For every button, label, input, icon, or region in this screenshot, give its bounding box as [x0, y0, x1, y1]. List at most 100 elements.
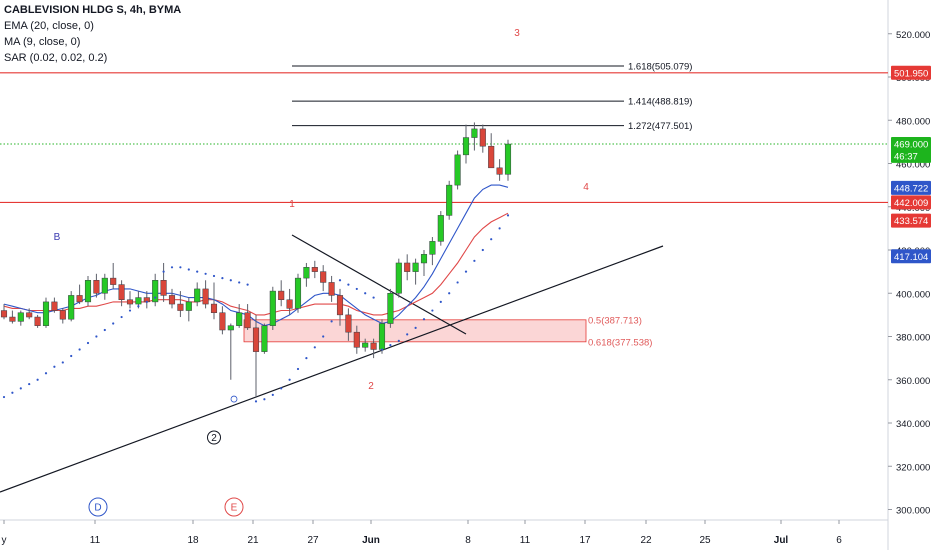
candle[interactable]: [219, 306, 226, 335]
price-badge[interactable]: 417.104: [891, 249, 931, 264]
candle[interactable]: [51, 297, 58, 313]
candle-body: [504, 143, 512, 175]
candle[interactable]: [269, 286, 276, 331]
sar-dot: [95, 335, 98, 338]
legend-ma[interactable]: MA (9, close, 0): [4, 36, 81, 48]
price-badge[interactable]: 448.722: [891, 180, 931, 195]
candle[interactable]: [429, 237, 436, 266]
candle[interactable]: [177, 291, 184, 318]
price-badge[interactable]: 501.950: [891, 65, 931, 80]
candle[interactable]: [118, 280, 125, 307]
candle[interactable]: [34, 314, 41, 328]
price-axis: 300.000 320.000 340.000 360.000 380.000 400.0…: [888, 30, 931, 517]
candle[interactable]: [152, 273, 159, 307]
candle-body: [160, 280, 167, 296]
sar-dot: [355, 287, 358, 291]
price-badge[interactable]: 46:37: [891, 148, 931, 163]
candle[interactable]: [26, 308, 33, 320]
candle[interactable]: [328, 275, 335, 302]
candle[interactable]: [320, 265, 327, 292]
sar-dot: [422, 318, 426, 321]
candle-body: [370, 342, 377, 350]
candle[interactable]: [244, 304, 251, 331]
candle[interactable]: [488, 133, 495, 169]
candle[interactable]: [17, 310, 24, 326]
candle[interactable]: [362, 338, 369, 352]
candle[interactable]: [496, 159, 503, 181]
price-tick-label: 340.000: [896, 419, 930, 430]
wave-label[interactable]: B: [54, 232, 61, 243]
candle[interactable]: [404, 254, 411, 281]
candle[interactable]: [471, 122, 478, 151]
wave-label[interactable]: 2: [211, 433, 217, 444]
candle[interactable]: [252, 314, 260, 398]
candle[interactable]: [412, 258, 419, 285]
wave-label[interactable]: 4: [583, 182, 589, 193]
candle[interactable]: [227, 323, 234, 380]
candle-body: [34, 316, 41, 326]
candle[interactable]: [126, 291, 134, 309]
candle[interactable]: [236, 304, 243, 328]
candle[interactable]: [454, 150, 461, 190]
candle[interactable]: [101, 273, 108, 300]
sar-dot: [347, 283, 350, 286]
candle[interactable]: [0, 304, 8, 320]
candle[interactable]: [303, 262, 310, 287]
sar-dot: [254, 400, 258, 403]
downtrend-line[interactable]: [291, 234, 467, 335]
wave-label[interactable]: 1: [289, 199, 295, 210]
candle[interactable]: [286, 288, 293, 315]
candle[interactable]: [479, 124, 486, 153]
fib-zone-box[interactable]: [243, 319, 587, 343]
legend-ema[interactable]: EMA (20, close, 0): [4, 20, 94, 32]
price-badge[interactable]: 442.009: [891, 195, 931, 210]
candle[interactable]: [160, 262, 167, 302]
candle[interactable]: [210, 282, 218, 320]
event-marker-circle[interactable]: [88, 497, 108, 517]
candle[interactable]: [110, 262, 117, 289]
event-marker-circle[interactable]: [224, 497, 244, 517]
candle[interactable]: [345, 308, 352, 341]
candle[interactable]: [278, 280, 285, 307]
legend-title[interactable]: CABLEVISION HLDG S, 4h, BYMA: [4, 4, 182, 16]
candle[interactable]: [446, 180, 453, 220]
candle[interactable]: [168, 288, 176, 309]
wave-label[interactable]: 2: [368, 381, 374, 392]
price-tick-label: 400.000: [896, 289, 930, 300]
candle[interactable]: [387, 288, 394, 328]
candle-body: [210, 303, 218, 313]
sar-dot: [271, 393, 274, 396]
candle[interactable]: [194, 282, 201, 307]
candle[interactable]: [42, 297, 50, 328]
support-trendline[interactable]: [0, 245, 664, 493]
candle[interactable]: [437, 211, 444, 246]
candle[interactable]: [185, 297, 192, 322]
candle-body: [9, 316, 16, 322]
candle[interactable]: [76, 284, 83, 305]
price-badge[interactable]: 433.574: [891, 213, 931, 228]
event-marker-label[interactable]: D: [94, 503, 101, 514]
wave-label[interactable]: 3: [514, 28, 520, 39]
candle[interactable]: [395, 258, 402, 298]
candle[interactable]: [68, 291, 75, 322]
candle[interactable]: [202, 280, 209, 309]
candle[interactable]: [93, 273, 100, 298]
candle[interactable]: [420, 250, 428, 276]
candle[interactable]: [59, 308, 66, 324]
candle[interactable]: [84, 275, 92, 307]
candle[interactable]: [294, 273, 302, 313]
candle[interactable]: [353, 325, 360, 354]
candle[interactable]: [370, 338, 377, 359]
candle[interactable]: [9, 310, 16, 324]
candle[interactable]: [336, 288, 344, 326]
price-badge[interactable]: 469.000: [891, 137, 931, 152]
candle-body: [118, 284, 125, 300]
event-marker-label[interactable]: E: [231, 503, 238, 514]
candle[interactable]: [311, 260, 318, 279]
candle[interactable]: [504, 139, 512, 181]
legend-sar[interactable]: SAR (0.02, 0.02, 0.2): [4, 52, 108, 64]
candle[interactable]: [261, 323, 268, 354]
candle[interactable]: [462, 124, 470, 164]
fib-zone-label: 0.5(387.713): [588, 315, 642, 326]
